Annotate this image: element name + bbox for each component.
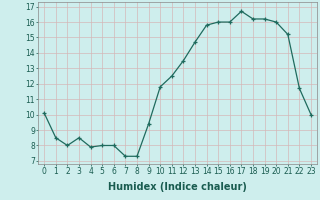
X-axis label: Humidex (Indice chaleur): Humidex (Indice chaleur) [108,182,247,192]
